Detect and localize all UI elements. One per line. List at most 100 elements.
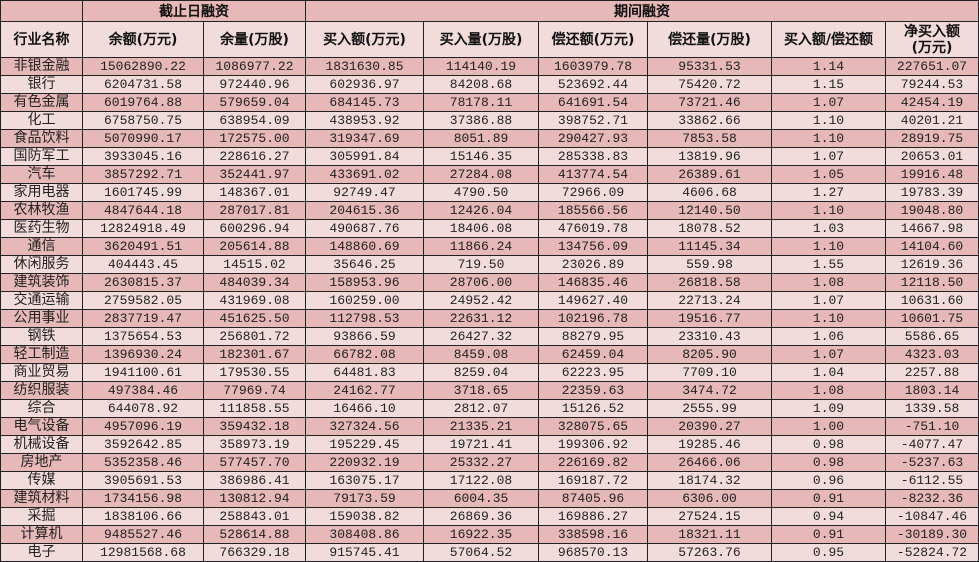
cell-buy-repay-ratio: 1.08 [771, 273, 886, 292]
cell-balance-volume: 579659.04 [203, 93, 306, 112]
cell-balance-volume: 205614.88 [203, 237, 306, 256]
table-row: 通信 3620491.51 205614.88 148860.69 11866.24 13… [0, 237, 979, 256]
cell-repay-volume: 7853.58 [647, 129, 772, 148]
cell-balance-amount: 3592642.85 [82, 435, 204, 454]
cell-buy-amount: 915745.41 [305, 543, 424, 562]
cell-repay-amount: 72966.09 [538, 183, 648, 202]
cell-industry-name: 休闲服务 [0, 255, 83, 274]
table-row: 纺织服装 497384.46 77969.74 24162.77 3718.65 2235… [0, 381, 979, 400]
cell-buy-amount: 204615.36 [305, 201, 424, 220]
cell-repay-amount: 338598.16 [538, 525, 648, 544]
cell-buy-volume: 24952.42 [423, 291, 539, 310]
cell-balance-amount: 1734156.98 [82, 489, 204, 508]
cell-net-buy-amount: 14667.98 [885, 219, 979, 238]
cell-repay-amount: 88279.95 [538, 327, 648, 346]
cell-balance-amount: 6019764.88 [82, 93, 204, 112]
cell-buy-amount: 220932.19 [305, 453, 424, 472]
cell-balance-volume: 1086977.22 [203, 57, 306, 76]
cell-buy-repay-ratio: 0.98 [771, 435, 886, 454]
cell-buy-volume: 84208.68 [423, 75, 539, 94]
cell-repay-volume: 18174.32 [647, 471, 772, 490]
cell-buy-volume: 719.50 [423, 255, 539, 274]
cell-industry-name: 通信 [0, 237, 83, 256]
cell-balance-amount: 1375654.53 [82, 327, 204, 346]
cell-buy-volume: 78178.11 [423, 93, 539, 112]
cell-repay-amount: 169187.72 [538, 471, 648, 490]
cell-balance-volume: 451625.50 [203, 309, 306, 328]
cell-industry-name: 有色金属 [0, 93, 83, 112]
cell-buy-volume: 57064.52 [423, 543, 539, 562]
table-row: 医药生物 12824918.49 600296.94 490687.76 18406.0… [0, 219, 979, 238]
table-row: 计算机 9485527.46 528614.88 308408.86 16922.35 3… [0, 525, 979, 544]
cell-repay-amount: 290427.93 [538, 129, 648, 148]
cell-balance-amount: 1941100.61 [82, 363, 204, 382]
cell-buy-repay-ratio: 1.00 [771, 417, 886, 436]
column-header-balance-amount: 余额(万元) [82, 21, 204, 58]
cell-repay-amount: 146835.46 [538, 273, 648, 292]
cell-net-buy-amount: 28919.75 [885, 129, 979, 148]
cell-buy-volume: 2812.07 [423, 399, 539, 418]
cell-buy-amount: 35646.25 [305, 255, 424, 274]
cell-industry-name: 国防军工 [0, 147, 83, 166]
cell-buy-repay-ratio: 1.10 [771, 309, 886, 328]
cell-balance-volume: 287017.81 [203, 201, 306, 220]
cell-industry-name: 纺织服装 [0, 381, 83, 400]
cell-balance-amount: 644078.92 [82, 399, 204, 418]
cell-net-buy-amount: 20653.01 [885, 147, 979, 166]
cell-buy-repay-ratio: 1.07 [771, 345, 886, 364]
cell-buy-amount: 319347.69 [305, 129, 424, 148]
cell-balance-amount: 4957096.19 [82, 417, 204, 436]
table-row: 公用事业 2837719.47 451625.50 112798.53 22631.12… [0, 309, 979, 328]
cell-balance-volume: 484039.34 [203, 273, 306, 292]
cell-net-buy-amount: 227651.07 [885, 57, 979, 76]
cell-buy-amount: 79173.59 [305, 489, 424, 508]
cell-net-buy-amount: 10631.60 [885, 291, 979, 310]
cell-buy-amount: 305991.84 [305, 147, 424, 166]
cell-repay-volume: 26466.06 [647, 453, 772, 472]
cell-net-buy-amount: 10601.75 [885, 309, 979, 328]
cell-net-buy-amount: 5586.65 [885, 327, 979, 346]
cell-balance-amount: 3620491.51 [82, 237, 204, 256]
cell-buy-repay-ratio: 0.91 [771, 489, 886, 508]
cell-repay-volume: 33862.66 [647, 111, 772, 130]
cell-balance-amount: 3933045.16 [82, 147, 204, 166]
cell-buy-repay-ratio: 1.04 [771, 363, 886, 382]
cell-net-buy-amount: 1339.58 [885, 399, 979, 418]
cell-balance-volume: 256801.72 [203, 327, 306, 346]
cell-net-buy-amount: 79244.53 [885, 75, 979, 94]
cell-industry-name: 建筑材料 [0, 489, 83, 508]
cell-repay-amount: 641691.54 [538, 93, 648, 112]
cell-buy-repay-ratio: 1.10 [771, 201, 886, 220]
cell-industry-name: 交通运输 [0, 291, 83, 310]
column-header-repay-volume: 偿还量(万股) [647, 21, 772, 58]
cell-repay-volume: 6306.00 [647, 489, 772, 508]
table-row: 采掘 1838106.66 258843.01 159038.82 26869.36 16… [0, 507, 979, 526]
table-row: 轻工制造 1396930.24 182301.67 66782.08 8459.08 62… [0, 345, 979, 364]
cell-balance-amount: 6204731.58 [82, 75, 204, 94]
cell-buy-amount: 66782.08 [305, 345, 424, 364]
cell-buy-repay-ratio: 1.07 [771, 147, 886, 166]
cell-balance-amount: 3905691.53 [82, 471, 204, 490]
table-row: 国防军工 3933045.16 228616.27 305991.84 15146.35… [0, 147, 979, 166]
table-body: 非银金融 15062890.22 1086977.22 1831630.85 11414… [0, 57, 979, 562]
cell-buy-amount: 684145.73 [305, 93, 424, 112]
cell-repay-amount: 169886.27 [538, 507, 648, 526]
cell-buy-repay-ratio: 1.07 [771, 291, 886, 310]
table-row: 建筑材料 1734156.98 130812.94 79173.59 6004.35 87… [0, 489, 979, 508]
cell-repay-amount: 23026.89 [538, 255, 648, 274]
cell-buy-volume: 8459.08 [423, 345, 539, 364]
cell-balance-amount: 5070990.17 [82, 129, 204, 148]
column-header-buy-amount: 买入额(万元) [305, 21, 424, 58]
cell-balance-amount: 2630815.37 [82, 273, 204, 292]
cell-balance-amount: 1838106.66 [82, 507, 204, 526]
cell-buy-repay-ratio: 1.10 [771, 111, 886, 130]
cell-balance-amount: 1601745.99 [82, 183, 204, 202]
cell-repay-volume: 22713.24 [647, 291, 772, 310]
cell-buy-volume: 3718.65 [423, 381, 539, 400]
cell-balance-volume: 352441.97 [203, 165, 306, 184]
cell-buy-volume: 8259.04 [423, 363, 539, 382]
cell-balance-volume: 431969.08 [203, 291, 306, 310]
cell-net-buy-amount: 40201.21 [885, 111, 979, 130]
table-row: 商业贸易 1941100.61 179530.55 64481.83 8259.04 62… [0, 363, 979, 382]
cell-repay-amount: 285338.83 [538, 147, 648, 166]
